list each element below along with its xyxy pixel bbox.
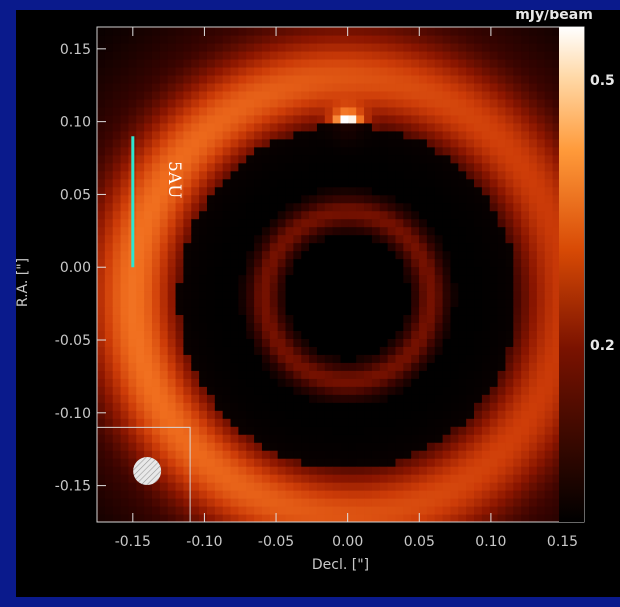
annotations: 5AU [96, 136, 191, 523]
colorbar-gradient [559, 27, 584, 522]
colorbar-tick-label: 0.2 [590, 338, 615, 354]
x-tick-label: 0.00 [332, 534, 363, 550]
chart-svg: -0.15 -0.10 -0.05 0.00 0.05 0.10 0.15 0.15 0.10 0… [16, 10, 615, 573]
x-axis-label: Decl. ["] [312, 557, 369, 573]
beam-inset-box [96, 426, 191, 523]
y-axis-label: R.A. ["] [16, 258, 31, 307]
intensity-map [97, 27, 584, 522]
beam-ellipse [133, 457, 162, 486]
y-tick-label: 0.05 [60, 187, 91, 203]
colorbar: mJy/beam 0.5 0.2 [515, 10, 615, 522]
x-tick-label: 0.10 [475, 534, 506, 550]
colorbar-tick-label: 0.5 [590, 73, 615, 89]
y-tick-label: 0.00 [60, 260, 91, 276]
y-tick-label: -0.10 [55, 406, 91, 422]
x-tick-label: -0.15 [115, 534, 151, 550]
y-tick-label: 0.10 [60, 115, 91, 131]
y-tick-label: 0.15 [60, 42, 91, 58]
colorbar-title: mJy/beam [515, 10, 593, 23]
y-tick-label: -0.15 [55, 479, 91, 495]
x-tick-label: -0.05 [258, 534, 294, 550]
figure-frame: -0.15 -0.10 -0.05 0.00 0.05 0.10 0.15 0.15 0.10 0… [16, 10, 620, 597]
y-tick-label: -0.05 [55, 333, 91, 349]
scale-bar-label: 5AU [164, 161, 184, 198]
x-tick-label: 0.05 [404, 534, 435, 550]
x-tick-label: -0.10 [186, 534, 222, 550]
x-tick-label: 0.15 [547, 534, 578, 550]
